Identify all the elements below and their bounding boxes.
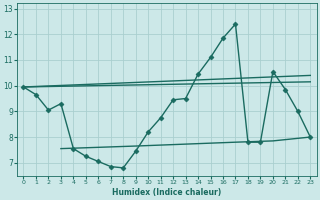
X-axis label: Humidex (Indice chaleur): Humidex (Indice chaleur) bbox=[112, 188, 221, 197]
